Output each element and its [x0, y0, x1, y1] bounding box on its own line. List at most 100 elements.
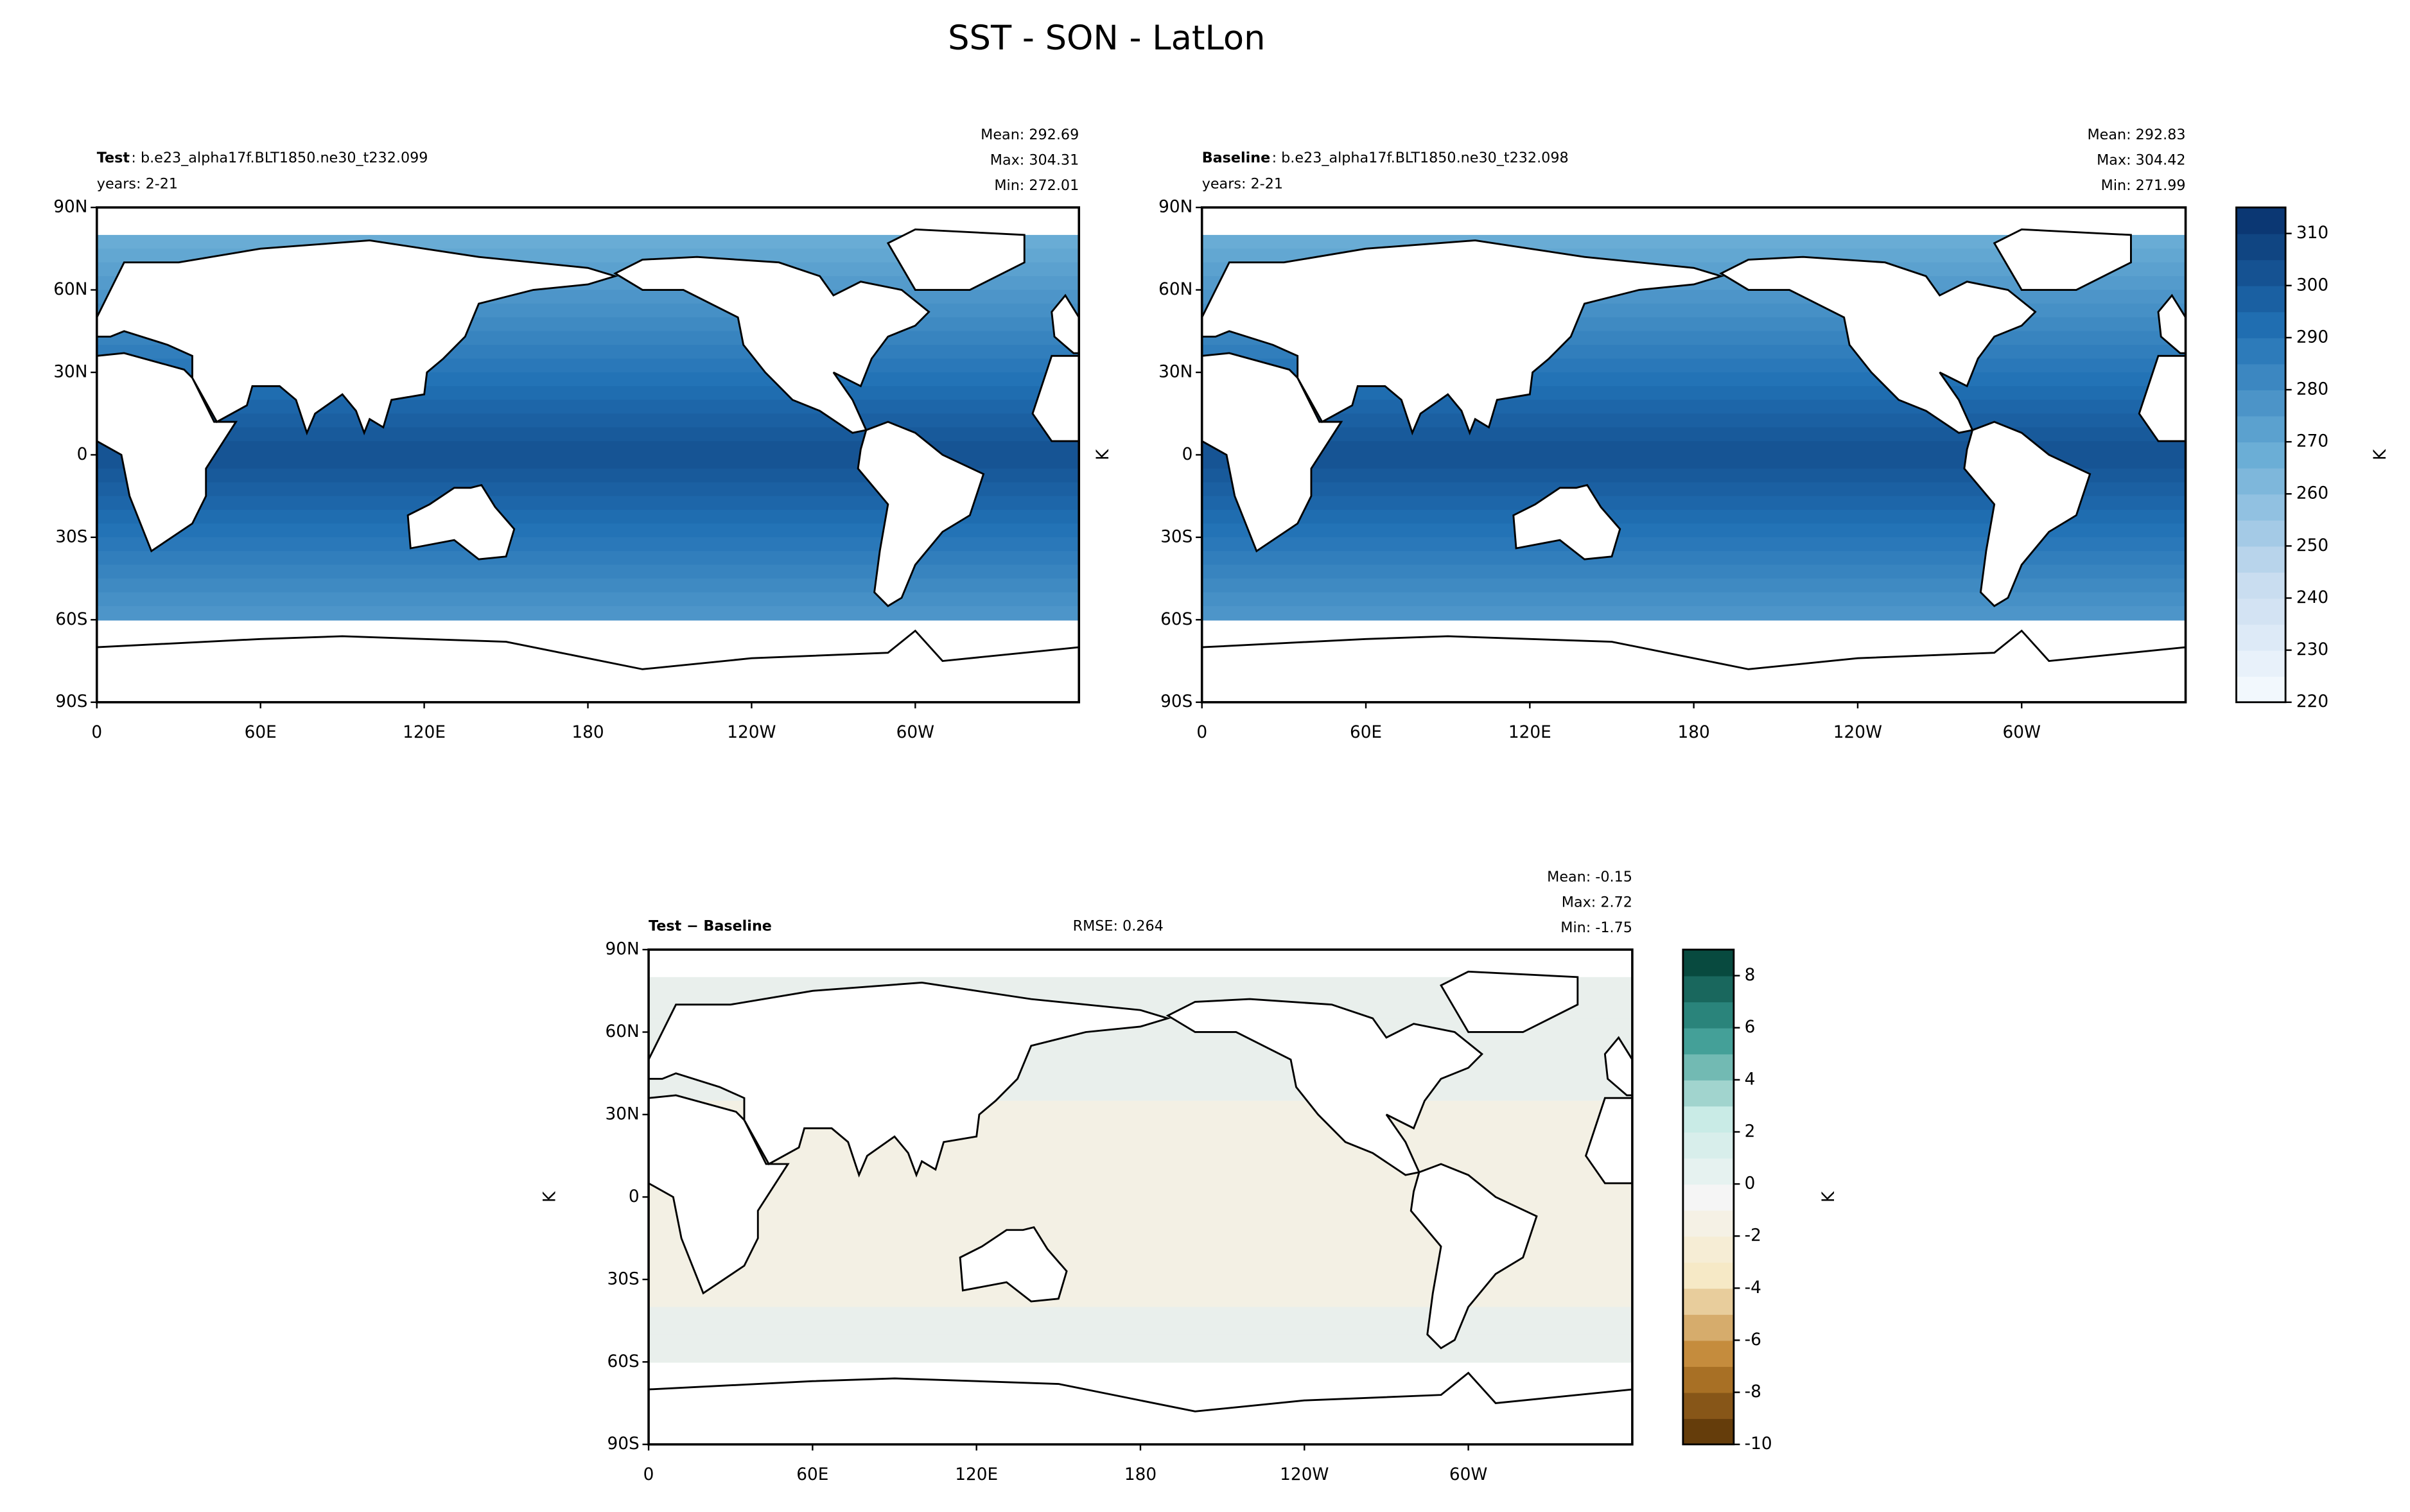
y-tick-label: 90S [1160, 692, 1192, 711]
ocean-band [96, 592, 1079, 607]
ocean-band [96, 537, 1079, 552]
x-tick-label: 0 [643, 1465, 654, 1484]
y-tick-label: 30N [53, 362, 87, 381]
colorbar-band [1682, 1418, 1734, 1445]
panel-stat: Max: 304.31 [990, 152, 1079, 169]
colorbar-band [2236, 415, 2286, 443]
land [1512, 483, 1621, 560]
ocean-band [96, 578, 1079, 593]
x-tick-label: 60E [245, 723, 277, 742]
ocean-band [649, 1293, 1632, 1308]
ocean-band [1201, 468, 2186, 483]
ocean-band [96, 482, 1079, 497]
y-tick-label: 60S [1160, 610, 1192, 629]
ocean-band [96, 605, 1079, 621]
ocean-band [649, 1307, 1632, 1322]
ocean-band [96, 427, 1079, 442]
colorbar-tick-label: -2 [1745, 1226, 1761, 1246]
colorbar-band [1682, 1106, 1734, 1133]
colorbar-band [2236, 650, 2286, 677]
colorbar-tick-label: 0 [1745, 1174, 1756, 1194]
land [613, 256, 930, 434]
x-tick-label: 60E [1350, 723, 1382, 742]
colorbar-band [1682, 1262, 1734, 1289]
colorbar-band [2236, 676, 2286, 703]
land [886, 228, 1026, 291]
ocean-band [1201, 537, 2186, 552]
panel-stat: Min: 271.99 [2101, 177, 2186, 194]
colorbar-tick-label: 6 [1745, 1018, 1756, 1037]
x-tick-label: 120W [1833, 723, 1882, 742]
panel-label: Test − Baseline [649, 918, 772, 935]
ocean-band [1201, 441, 2186, 456]
colorbar-band [1682, 1002, 1734, 1029]
panel-years: years: 2-21 [97, 176, 178, 193]
colorbar-tick-label: -4 [1745, 1278, 1761, 1298]
colorbar-label: K [2371, 449, 2390, 460]
land [96, 239, 618, 436]
land [1440, 970, 1579, 1033]
ocean-band [96, 551, 1079, 566]
x-tick-label: 0 [1196, 723, 1207, 742]
ocean-band [1201, 496, 2186, 511]
colorbar-tick-label: -10 [1745, 1434, 1772, 1454]
colorbar-band [2236, 494, 2286, 521]
y-tick-label: 60S [607, 1352, 640, 1371]
y-tick-label: 90N [53, 198, 87, 217]
y-tick-label: 30S [55, 527, 87, 546]
colorbar-tick-label: 270 [2296, 432, 2328, 451]
y-tick-label: 60S [55, 610, 87, 629]
land [1410, 1163, 1538, 1350]
colorbar-band [2236, 311, 2286, 338]
colorbar-band [1682, 1340, 1734, 1367]
colorbar-tick-label: 290 [2296, 327, 2328, 347]
ocean-band [1201, 523, 2186, 539]
ocean-band [1201, 482, 2186, 497]
ocean-band [649, 1265, 1632, 1281]
y-tick-label: 0 [1182, 445, 1193, 464]
ocean-band [96, 510, 1079, 525]
x-tick-label: 120W [727, 723, 776, 742]
y-axis-label: K [1094, 449, 1113, 460]
ocean-band [649, 1183, 1632, 1198]
land [1201, 629, 2187, 704]
x-tick-label: 180 [1124, 1465, 1157, 1484]
colorbar-band [2236, 519, 2286, 547]
ocean-band [649, 1252, 1632, 1267]
colorbar-band [1682, 1288, 1734, 1315]
land [1719, 256, 2037, 434]
colorbar-band [2236, 285, 2286, 313]
colorbar-band [1682, 1079, 1734, 1107]
land [1201, 352, 1343, 553]
ocean-band [649, 1348, 1632, 1363]
panel-stat: Min: 272.01 [994, 177, 1079, 194]
land [647, 1094, 790, 1295]
panel-label: : b.e23_alpha17f.BLT1850.ne30_t232.099 [131, 150, 428, 166]
colorbar-band [1682, 1184, 1734, 1211]
panel-stat: Min: -1.75 [1560, 919, 1632, 936]
x-tick-label: 60W [2002, 723, 2041, 742]
land [1166, 998, 1484, 1176]
y-tick-label: 30S [607, 1269, 640, 1289]
panel-stat: Max: 304.42 [2097, 152, 2185, 169]
land [96, 629, 1080, 704]
colorbar-band [1682, 1158, 1734, 1185]
ocean-band [649, 1224, 1632, 1239]
ocean-band [1201, 592, 2186, 607]
ocean-band [1201, 605, 2186, 621]
colorbar-band [2236, 390, 2286, 417]
colorbar-band [2236, 337, 2286, 365]
ocean-band [96, 441, 1079, 456]
land [406, 483, 516, 560]
ocean-band [96, 413, 1079, 428]
y-tick-label: 90S [55, 692, 87, 711]
colorbar-tick-label: 220 [2296, 692, 2328, 711]
panel-label: Test [97, 150, 130, 166]
land [959, 1226, 1068, 1303]
panel-stat: Max: 2.72 [1562, 894, 1632, 911]
ocean-band [649, 1156, 1632, 1170]
colorbar-tick-label: 280 [2296, 380, 2328, 399]
x-tick-label: 0 [91, 723, 102, 742]
colorbar-band [2236, 624, 2286, 651]
x-tick-label: 60E [796, 1465, 828, 1484]
